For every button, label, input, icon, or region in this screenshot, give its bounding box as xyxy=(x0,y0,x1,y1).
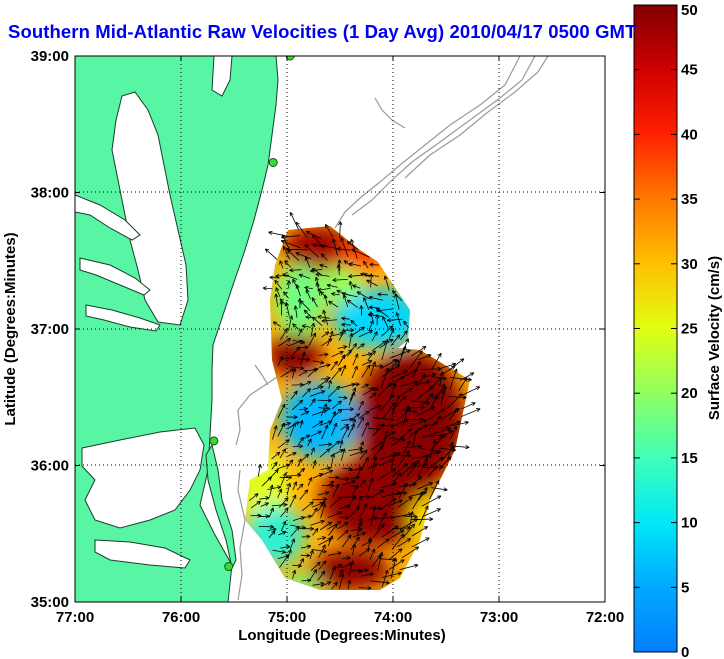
y-tick-label: 38:00 xyxy=(31,185,69,202)
colorbar-label: Surface Velocity (cm/s) xyxy=(706,256,723,420)
colorbar-tick-label: 50 xyxy=(681,2,698,19)
colorbar-tick-label: 40 xyxy=(681,126,698,143)
colorbar-tick-label: 45 xyxy=(681,62,698,79)
station-2-marker xyxy=(268,157,278,167)
grid-lines xyxy=(75,56,605,602)
x-tick-label: 75:00 xyxy=(268,609,306,626)
x-tick-label: 74:00 xyxy=(374,609,412,626)
station-1-marker xyxy=(285,56,295,61)
colorbar-tick-label: 30 xyxy=(681,256,698,273)
bathymetry-contours xyxy=(235,56,549,601)
station-markers xyxy=(209,56,295,572)
y-tick-label: 35:00 xyxy=(31,594,69,611)
colorbar-tick-label: 5 xyxy=(681,579,689,596)
colorbar-tick-label: 35 xyxy=(681,191,698,208)
colorbar-ticks: 0 5 10 15 20 25 30 35 40 45 50 xyxy=(634,2,698,659)
velocity-vectors xyxy=(248,211,481,591)
y-tick-label: 37:00 xyxy=(31,321,69,338)
station-3-marker xyxy=(209,436,219,446)
colorbar xyxy=(633,4,678,653)
colorbar-tick-label: 25 xyxy=(681,321,698,338)
x-tick-label: 73:00 xyxy=(480,609,518,626)
x-tick-label: 72:00 xyxy=(586,609,624,626)
x-axis-label: Longitude (Degrees:Minutes) xyxy=(238,627,446,644)
y-axis: 39:00 38:00 37:00 36:00 35:00 xyxy=(31,48,605,611)
y-tick-label: 39:00 xyxy=(31,48,69,65)
colorbar-tick-label: 20 xyxy=(681,385,698,402)
x-tick-label: 77:00 xyxy=(56,609,94,626)
y-tick-label: 36:00 xyxy=(31,458,69,475)
x-axis: 77:00 76:00 75:00 74:00 73:00 72:00 xyxy=(56,56,624,626)
y-axis-label: Latitude (Degrees:Minutes) xyxy=(2,232,19,425)
colorbar-tick-label: 10 xyxy=(681,515,698,532)
x-tick-label: 76:00 xyxy=(162,609,200,626)
colorbar-tick-label: 15 xyxy=(681,450,698,467)
colorbar-tick-label: 0 xyxy=(681,644,689,659)
station-4-marker xyxy=(224,562,234,572)
map-title: Southern Mid-Atlantic Raw Velocities (1 … xyxy=(8,21,637,42)
